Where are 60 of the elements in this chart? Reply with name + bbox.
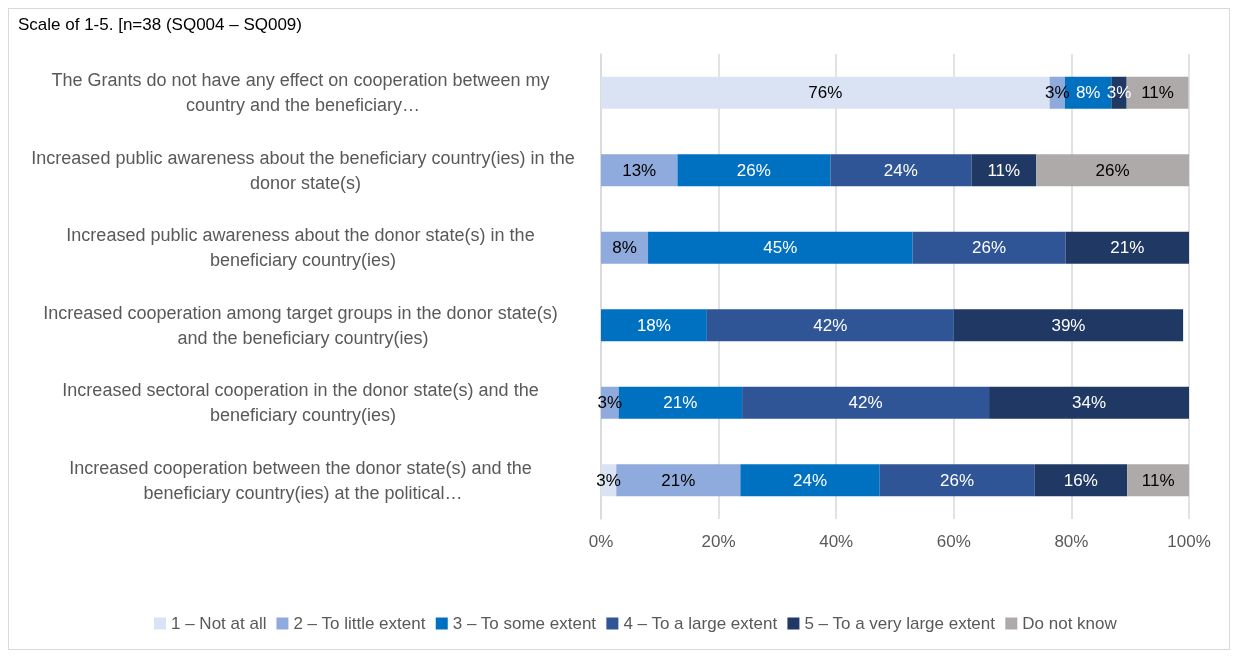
bar [648, 231, 913, 264]
x-tick-label: 80% [1054, 532, 1089, 551]
data-label: 34% [1072, 393, 1107, 413]
data-label: 18% [636, 315, 671, 335]
y-tick-label: Increased sectoral cooperation in the donor state(s) and the beneficiary country(ies) [62, 380, 544, 426]
legend-label: 1 – Not at all [171, 614, 267, 633]
bar [1034, 464, 1128, 497]
bar [601, 309, 707, 342]
x-tick-label: 100% [1167, 532, 1211, 551]
y-tick-label: Increased public awareness about the beneficiary country(ies) in the donor state(s) [31, 147, 575, 193]
data-label: 11% [1141, 83, 1174, 103]
bar [601, 154, 678, 187]
data-label: 26% [940, 470, 975, 490]
data-label: 21% [1110, 238, 1145, 258]
y-tick-label: Increased public awareness about the donor state(s) in the beneficiary country(ies) [66, 225, 540, 271]
data-label: 3% [596, 470, 621, 490]
y-tick-label: Increased cooperation between the donor state(s) and the beneficiary country(ies) at the political… [69, 457, 537, 503]
bar [830, 154, 972, 187]
legend-label: 5 – To a very large extent [804, 614, 996, 633]
bar [740, 464, 880, 497]
bar [677, 154, 831, 187]
x-tick-label: 40% [819, 532, 854, 551]
y-tick-label: Increased cooperation among target groups in the donor state(s) and the beneficiary country(ies) [43, 302, 563, 348]
data-label: 24% [883, 160, 918, 180]
data-label: 42% [848, 393, 883, 413]
data-label: 39% [1051, 315, 1086, 335]
legend-label: 3 – To some extent [452, 614, 597, 633]
legend-label: 4 – To a large extent [623, 614, 778, 633]
data-label: 11% [1141, 470, 1175, 490]
data-label: 13% [622, 160, 657, 180]
data-label: 8% [1075, 83, 1101, 103]
data-label: 26% [736, 160, 771, 180]
bar [879, 464, 1035, 497]
x-tick-label: 60% [936, 532, 971, 551]
data-label: 8% [612, 238, 637, 258]
data-label: 24% [793, 470, 828, 490]
bar [912, 231, 1066, 264]
bar [971, 154, 1037, 187]
bar [953, 309, 1184, 342]
data-label: 45% [763, 238, 798, 258]
text: Scale of 1-5. [n=38 (SQ004 – SQ009) [18, 15, 302, 34]
x-tick-label: 0% [588, 532, 614, 551]
data-label: 42% [813, 315, 848, 335]
y-tick-label: The Grants do not have any effect on cooperation between my country and the beneficiary… [51, 70, 555, 116]
bar [1036, 154, 1189, 187]
bar [989, 386, 1189, 419]
data-label: 16% [1063, 470, 1098, 490]
data-label: 26% [972, 238, 1007, 258]
x-tick-label: 20% [701, 532, 736, 551]
legend-label: Do not know [1022, 614, 1118, 633]
data-label: 21% [661, 470, 696, 490]
bar [742, 386, 990, 419]
bar [706, 309, 954, 342]
legend-label: 2 – To little extent [293, 614, 426, 633]
data-label: 21% [663, 393, 698, 413]
data-label: 26% [1095, 160, 1130, 180]
bar [1065, 231, 1189, 264]
bar [1127, 464, 1189, 497]
data-label: 11% [987, 160, 1021, 180]
data-label: 76% [808, 83, 843, 103]
